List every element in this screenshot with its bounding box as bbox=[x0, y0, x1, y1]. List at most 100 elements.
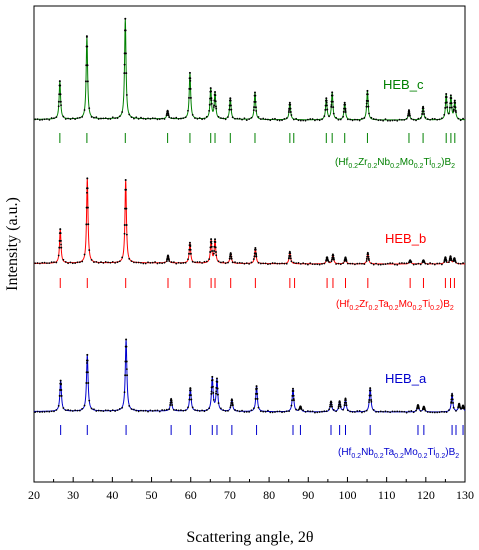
phase-subscript: 0.2 bbox=[349, 305, 359, 312]
data-point bbox=[356, 262, 359, 265]
data-point bbox=[370, 400, 373, 403]
data-point bbox=[118, 115, 121, 118]
series-label-heb-b: HEB_b bbox=[385, 231, 426, 246]
data-point bbox=[443, 113, 446, 116]
data-point bbox=[299, 262, 302, 265]
data-point bbox=[331, 94, 334, 97]
data-point bbox=[121, 256, 124, 259]
data-point bbox=[377, 411, 380, 413]
data-point bbox=[53, 410, 55, 413]
data-point bbox=[393, 263, 396, 266]
data-point bbox=[422, 107, 425, 110]
data-point bbox=[259, 118, 262, 120]
data-point bbox=[100, 117, 102, 120]
data-point bbox=[189, 252, 192, 255]
data-point bbox=[436, 262, 439, 265]
data-point bbox=[123, 224, 126, 227]
data-point bbox=[212, 252, 215, 255]
data-point bbox=[290, 114, 293, 116]
data-point bbox=[462, 407, 465, 410]
data-point bbox=[229, 104, 232, 107]
data-point bbox=[349, 410, 352, 413]
data-point bbox=[318, 411, 321, 413]
data-point bbox=[191, 260, 194, 263]
data-point bbox=[196, 117, 199, 120]
data-point bbox=[401, 119, 403, 121]
data-point bbox=[344, 399, 347, 402]
data-point bbox=[135, 261, 138, 264]
data-point bbox=[264, 118, 267, 121]
x-axis: 20 30 40 50 60 70 80 90 100 110 120 130 bbox=[28, 477, 474, 502]
x-tick-label: 100 bbox=[338, 488, 356, 502]
data-point bbox=[267, 118, 269, 121]
data-point bbox=[337, 262, 340, 265]
x-tick-label: 40 bbox=[106, 488, 118, 502]
data-point bbox=[189, 80, 192, 82]
data-point bbox=[43, 410, 46, 413]
data-point bbox=[358, 262, 361, 265]
data-point bbox=[130, 116, 133, 119]
data-point bbox=[67, 262, 69, 265]
data-point bbox=[264, 410, 267, 413]
data-point bbox=[34, 411, 37, 414]
x-tick-label: 130 bbox=[456, 488, 474, 502]
data-point bbox=[370, 116, 373, 119]
data-point bbox=[345, 401, 348, 404]
data-point bbox=[88, 107, 91, 110]
data-point bbox=[424, 116, 427, 119]
data-point bbox=[449, 256, 452, 259]
data-point bbox=[389, 411, 392, 414]
data-point bbox=[43, 118, 46, 121]
phase-subscript: 0.2 bbox=[348, 163, 358, 170]
data-point bbox=[188, 96, 190, 99]
data-point bbox=[426, 263, 429, 266]
data-point bbox=[59, 379, 62, 382]
data-point bbox=[227, 116, 229, 118]
data-point bbox=[156, 118, 159, 121]
data-point bbox=[165, 114, 168, 117]
x-tick-label: 120 bbox=[417, 488, 435, 502]
data-point bbox=[167, 258, 170, 261]
data-point bbox=[55, 261, 58, 264]
data-point bbox=[274, 262, 276, 265]
data-point bbox=[423, 408, 426, 411]
data-point bbox=[398, 118, 401, 121]
data-point bbox=[321, 118, 323, 121]
data-point bbox=[412, 411, 415, 414]
data-point bbox=[151, 261, 154, 264]
data-point bbox=[109, 261, 112, 264]
data-point bbox=[325, 410, 328, 413]
data-point bbox=[321, 263, 323, 265]
data-point bbox=[346, 262, 349, 265]
data-point bbox=[368, 112, 370, 115]
data-point bbox=[290, 404, 293, 407]
data-point bbox=[194, 117, 196, 119]
data-point bbox=[144, 118, 147, 120]
data-point bbox=[151, 410, 154, 412]
data-point bbox=[304, 119, 307, 122]
data-point bbox=[123, 63, 126, 66]
data-point bbox=[34, 262, 37, 265]
data-point bbox=[257, 261, 260, 264]
data-point bbox=[59, 228, 62, 231]
data-point bbox=[454, 109, 457, 112]
data-point bbox=[365, 257, 368, 260]
phase-subscript: 2 bbox=[455, 453, 459, 460]
data-point bbox=[306, 263, 309, 266]
data-point bbox=[241, 409, 243, 412]
data-point bbox=[366, 93, 369, 96]
data-point bbox=[184, 261, 187, 264]
data-point bbox=[151, 117, 154, 120]
data-point bbox=[403, 410, 406, 413]
data-point bbox=[389, 119, 392, 122]
data-point bbox=[203, 260, 206, 263]
data-point bbox=[304, 410, 307, 413]
data-point bbox=[165, 260, 168, 263]
data-point bbox=[433, 411, 436, 414]
data-point bbox=[344, 103, 347, 106]
data-point bbox=[172, 261, 175, 263]
data-point bbox=[135, 116, 138, 119]
data-point bbox=[210, 240, 213, 243]
data-point bbox=[342, 262, 345, 265]
data-point bbox=[367, 105, 370, 108]
